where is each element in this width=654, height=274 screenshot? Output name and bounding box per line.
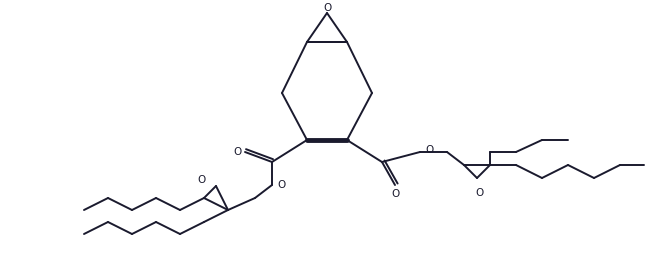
- Text: O: O: [323, 3, 331, 13]
- Text: O: O: [198, 175, 206, 185]
- Text: O: O: [233, 147, 241, 157]
- Text: O: O: [475, 188, 483, 198]
- Text: O: O: [277, 180, 285, 190]
- Text: O: O: [425, 145, 433, 155]
- Text: O: O: [392, 189, 400, 199]
